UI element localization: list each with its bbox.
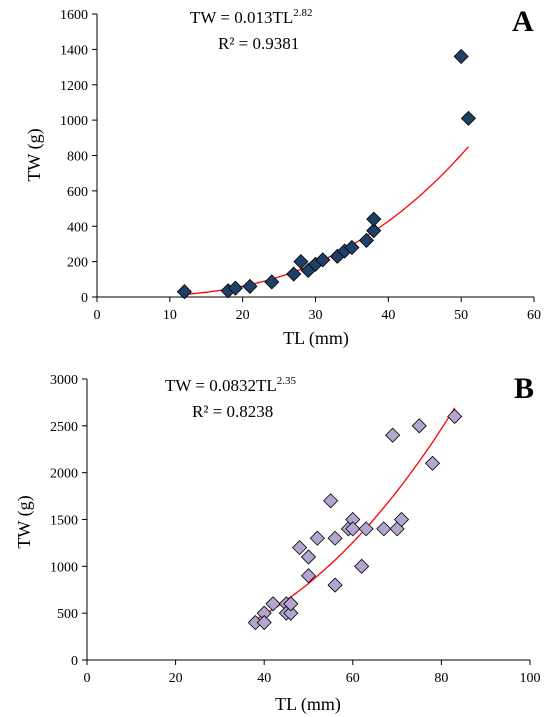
panel-a-equation: TW = 0.013TL2.82 [190,7,312,27]
panel-a-fit-curve [184,146,469,296]
panel-b-r2: R² = 0.8238 [192,402,273,421]
panel-b-xlabel: TL (mm) [275,694,341,715]
panel-b-data-point [292,540,308,556]
panel-b-x-tick-label: 100 [520,671,541,686]
panel-b-x-tick-label: 40 [257,671,271,686]
panel-b-x-tick-label: 0 [84,671,91,686]
panel-a-y-tick-label: 200 [67,256,88,271]
panel-a-data-point [286,266,302,282]
panel-b-y-tick-label: 2000 [50,467,78,482]
panel-b-data-point [393,511,410,528]
panel-b-points [247,408,463,631]
panel-b-x-tick-label: 60 [346,671,360,686]
panel-a-y-tick-label: 0 [81,291,88,306]
panel-b-data-point [283,605,299,621]
panel-a-y-tick-label: 1000 [60,114,88,129]
panel-b-data-point [309,530,325,546]
panel-a-data-point [264,274,280,290]
panel-b-data-point [345,521,361,537]
panel-a-x-tick-label: 60 [527,308,541,323]
panel-b-data-point [385,427,401,443]
panel-b-data-point [283,596,299,612]
panel-a-label: A [512,5,534,38]
panel-b-data-point [256,614,272,631]
panel-a-x-tick-label: 30 [309,308,323,323]
panel-b-ylabel: TW (g) [14,495,35,548]
panel-a-data-point [460,110,477,126]
panel-b-data-point [354,558,370,574]
panel-b-data-point [300,549,317,565]
panel-b-data-point [447,408,463,425]
panel-a-y-tick-label: 1600 [60,8,88,23]
panel-a-y-tick-label: 600 [67,185,88,200]
panel-b-data-point [265,596,281,612]
panel-b-x-tick-label: 80 [434,671,448,686]
panel-a-data-point [366,223,382,239]
panel-b-y-tick-label: 0 [71,654,78,669]
panel-b-fit-curve [254,407,456,621]
panel-a-axes: 0 10 20 30 40 50 60020040060080010001200140016… [60,8,541,323]
panel-b-x-tick-label: 20 [169,671,183,686]
panel-a-y-tick-label: 400 [67,220,88,235]
panel-a-x-tick-label: 50 [454,308,468,323]
panel-b-fit-line [254,407,456,621]
panel-a-fit-line [184,146,469,296]
panel-b-data-point [358,521,374,537]
panel-b-data-point [376,521,392,537]
panel-a-y-tick-label: 1400 [60,43,88,58]
panel-a-x-tick-label: 40 [381,308,395,323]
panel-a-points [176,48,477,300]
panel-b-label: B [514,372,534,405]
panel-a-x-tick-label: 10 [163,308,177,323]
panel-a-xlabel: TL (mm) [283,328,349,349]
panel-a-data-point [366,211,382,227]
panel-a-data-point [242,278,258,294]
panel-a-y-tick-label: 800 [67,150,88,165]
panel-b-data-point [327,530,343,546]
panel-b-y-tick-label: 500 [57,607,78,622]
panel-a-data-point [453,48,469,65]
panel-a: 0 10 20 30 40 50 60020040060080010001200140016… [24,5,541,349]
panel-a-x-tick-label: 20 [236,308,250,323]
panel-a-data-point [344,239,360,256]
panel-a-data-point [315,252,331,268]
panel-b-y-tick-label: 2500 [50,420,78,435]
panel-a-r2: R² = 0.9381 [218,34,299,53]
panel-a-data-point [227,280,243,296]
panel-a-y-tick-label: 1200 [60,79,88,94]
panel-a-ylabel: TW (g) [24,128,45,181]
panel-b-data-point [424,455,441,471]
panel-a-x-tick-label: 0 [94,308,101,323]
panel-a-data-point [293,254,309,270]
panel-b-data-point [327,577,343,593]
panel-b-y-tick-label: 3000 [50,373,78,388]
panel-a-data-point [358,232,375,248]
panel-b-data-point [300,568,317,584]
panel-b-data-point [323,493,339,509]
panel-a-data-point [176,284,192,300]
panel-b-y-tick-label: 1000 [50,560,78,575]
panel-b-y-tick-label: 1500 [50,514,78,529]
panel-b-data-point [411,418,427,434]
panel-b-equation: TW = 0.0832TL2.35 [165,375,296,395]
